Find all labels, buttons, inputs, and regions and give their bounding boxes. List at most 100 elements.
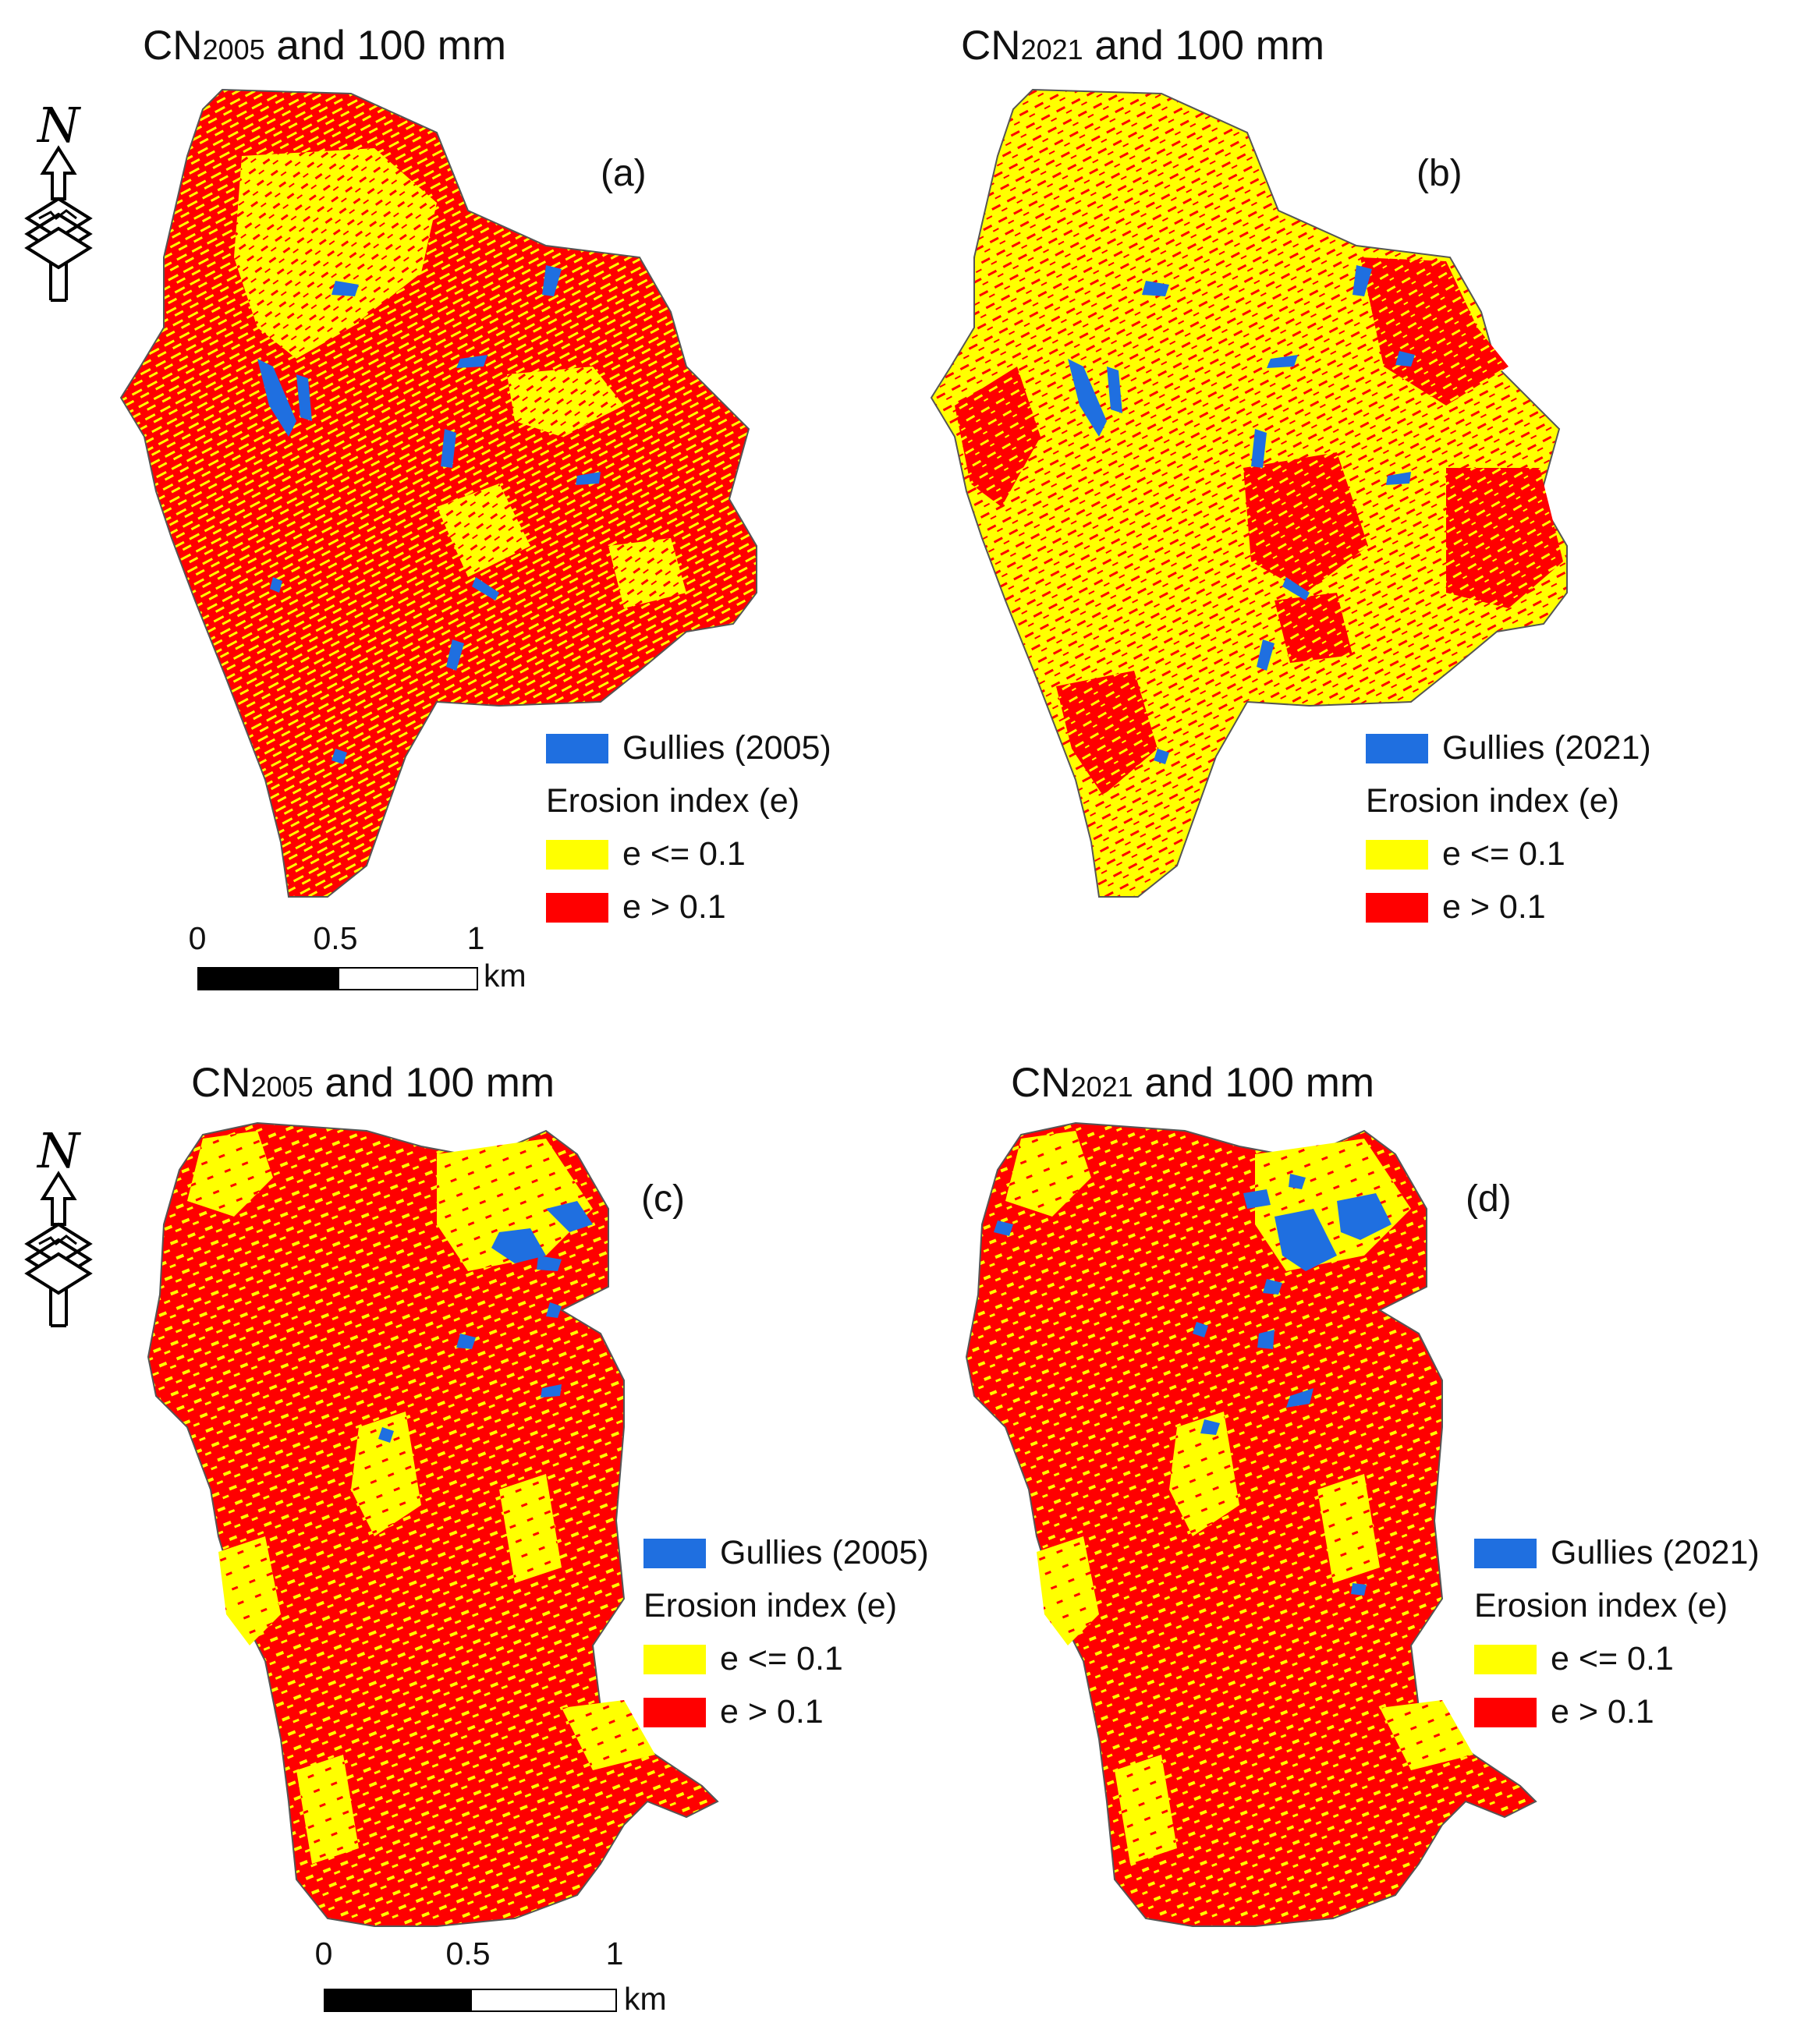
north-arrow-icon: N bbox=[24, 1127, 93, 1327]
legend-label-gullies: Gullies (2021) bbox=[1442, 729, 1651, 767]
legend-swatch-gullies bbox=[546, 733, 608, 763]
north-label: N bbox=[36, 101, 82, 154]
panel-d: CN2021 and 100 mm (d) bbox=[900, 1022, 1800, 2043]
scale-tick-1: 1 bbox=[605, 1936, 624, 1971]
legend-swatch-low bbox=[1474, 1644, 1537, 1674]
legend-heading-text: Erosion index (e) bbox=[1474, 1587, 1728, 1624]
watershed-map bbox=[119, 88, 757, 898]
title-subscript: 2005 bbox=[202, 34, 265, 66]
title-subscript: 2021 bbox=[1020, 34, 1083, 66]
legend-heading: Erosion index (e) bbox=[1474, 1587, 1728, 1625]
watershed-map bbox=[930, 88, 1568, 898]
north-arrow-icon: N bbox=[24, 101, 93, 302]
legend-label-low: e <= 0.1 bbox=[622, 835, 746, 873]
panel-title: CN2021 and 100 mm bbox=[961, 22, 1324, 69]
legend-row-low: e <= 0.1 bbox=[1366, 835, 1565, 873]
panel-letter: (c) bbox=[641, 1178, 685, 1220]
panel-letter: (b) bbox=[1416, 153, 1462, 194]
title-suffix: and 100 mm bbox=[1133, 1060, 1374, 1106]
high-erosion-zone bbox=[955, 257, 1563, 795]
legend-heading: Erosion index (e) bbox=[546, 782, 799, 820]
low-erosion-zone bbox=[187, 1131, 655, 1864]
legend-label-high: e > 0.1 bbox=[622, 888, 726, 926]
legend-swatch-high bbox=[643, 1697, 706, 1727]
title-suffix: and 100 mm bbox=[264, 23, 506, 69]
scale-tick-0-5: 0.5 bbox=[445, 1936, 491, 1971]
legend-swatch-high bbox=[1474, 1697, 1537, 1727]
scale-bar-black bbox=[324, 1989, 470, 2012]
panel-letter: (a) bbox=[601, 153, 647, 194]
gully-features bbox=[1068, 265, 1415, 764]
gully-features bbox=[994, 1174, 1392, 1596]
title-subscript: 2005 bbox=[250, 1071, 314, 1103]
legend-row-high: e > 0.1 bbox=[643, 1693, 824, 1731]
legend-label-low: e <= 0.1 bbox=[1442, 835, 1565, 873]
legend-heading: Erosion index (e) bbox=[643, 1587, 897, 1625]
watershed-boundary bbox=[965, 1121, 1537, 1927]
gully-features bbox=[378, 1201, 593, 1443]
legend-label-gullies: Gullies (2021) bbox=[1551, 1534, 1760, 1571]
legend-row-low: e <= 0.1 bbox=[643, 1640, 843, 1678]
scale-tick-0-5: 0.5 bbox=[313, 920, 358, 956]
panel-letter: (d) bbox=[1466, 1178, 1512, 1220]
legend: Gullies (2021) Erosion index (e) e <= 0.… bbox=[1474, 1534, 1801, 1737]
legend-row-low: e <= 0.1 bbox=[1474, 1640, 1674, 1678]
title-prefix: CN bbox=[143, 23, 203, 69]
scale-tick-1: 1 bbox=[466, 920, 485, 956]
scale-tick-0: 0 bbox=[314, 1936, 333, 1971]
title-prefix: CN bbox=[1011, 1060, 1071, 1106]
scale-bar: 0 0.5 1 km bbox=[189, 920, 569, 1006]
watershed-map bbox=[965, 1121, 1537, 1927]
panel-a: CN2005 and 100 mm (a) N bbox=[0, 0, 900, 1022]
legend-swatch-gullies bbox=[643, 1538, 706, 1568]
legend-row-high: e > 0.1 bbox=[1474, 1693, 1654, 1731]
legend-heading: Erosion index (e) bbox=[1366, 782, 1619, 820]
panel-title: CN2005 and 100 mm bbox=[191, 1059, 555, 1107]
legend-swatch-low bbox=[643, 1644, 706, 1674]
legend-heading-text: Erosion index (e) bbox=[643, 1587, 898, 1624]
gully-features bbox=[257, 265, 601, 764]
legend-label-low: e <= 0.1 bbox=[720, 1640, 843, 1677]
legend-swatch-high bbox=[1366, 892, 1428, 923]
legend-label-high: e > 0.1 bbox=[1442, 888, 1546, 926]
legend-row-high: e > 0.1 bbox=[546, 888, 726, 926]
watershed-map bbox=[147, 1121, 719, 1927]
legend-label-high: e > 0.1 bbox=[720, 1693, 824, 1730]
legend-label-gullies: Gullies (2005) bbox=[720, 1534, 929, 1571]
legend-label-high: e > 0.1 bbox=[1551, 1693, 1654, 1730]
legend-label-low: e <= 0.1 bbox=[1551, 1640, 1674, 1677]
legend-swatch-high bbox=[546, 892, 608, 923]
legend-row-gullies: Gullies (2005) bbox=[643, 1534, 929, 1572]
scale-bar-black bbox=[197, 967, 338, 990]
legend-heading-text: Erosion index (e) bbox=[1366, 782, 1620, 820]
scale-bar: 0 0.5 1 km bbox=[315, 1936, 696, 2029]
panel-title: CN2021 and 100 mm bbox=[1011, 1059, 1374, 1107]
panel-b: CN2021 and 100 mm (b) bbox=[900, 0, 1800, 1022]
scale-tick-0: 0 bbox=[188, 920, 207, 956]
title-suffix: and 100 mm bbox=[313, 1060, 555, 1106]
scale-bar-white bbox=[338, 967, 478, 990]
legend-label-gullies: Gullies (2005) bbox=[622, 729, 831, 767]
legend-row-gullies: Gullies (2005) bbox=[546, 729, 831, 767]
panel-title: CN2005 and 100 mm bbox=[143, 22, 506, 69]
title-prefix: CN bbox=[961, 23, 1021, 69]
title-suffix: and 100 mm bbox=[1083, 23, 1324, 69]
legend-swatch-low bbox=[1366, 839, 1428, 870]
legend-row-gullies: Gullies (2021) bbox=[1474, 1534, 1760, 1572]
low-erosion-zone bbox=[234, 148, 686, 608]
legend-row-low: e <= 0.1 bbox=[546, 835, 746, 873]
scale-bar-white bbox=[470, 1989, 617, 2012]
scale-unit: km bbox=[624, 1981, 667, 2017]
legend: Gullies (2021) Erosion index (e) e <= 0.… bbox=[1366, 729, 1693, 932]
north-label: N bbox=[36, 1127, 82, 1179]
watershed-boundary bbox=[147, 1121, 719, 1927]
panel-c: CN2005 and 100 mm (c) N bbox=[0, 1022, 929, 2043]
legend-swatch-low bbox=[546, 839, 608, 870]
legend: Gullies (2005) Erosion index (e) e <= 0.… bbox=[643, 1534, 971, 1737]
title-prefix: CN bbox=[191, 1060, 251, 1106]
legend: Gullies (2005) Erosion index (e) e <= 0.… bbox=[546, 729, 874, 932]
legend-swatch-gullies bbox=[1474, 1538, 1537, 1568]
legend-row-high: e > 0.1 bbox=[1366, 888, 1546, 926]
legend-swatch-gullies bbox=[1366, 733, 1428, 763]
